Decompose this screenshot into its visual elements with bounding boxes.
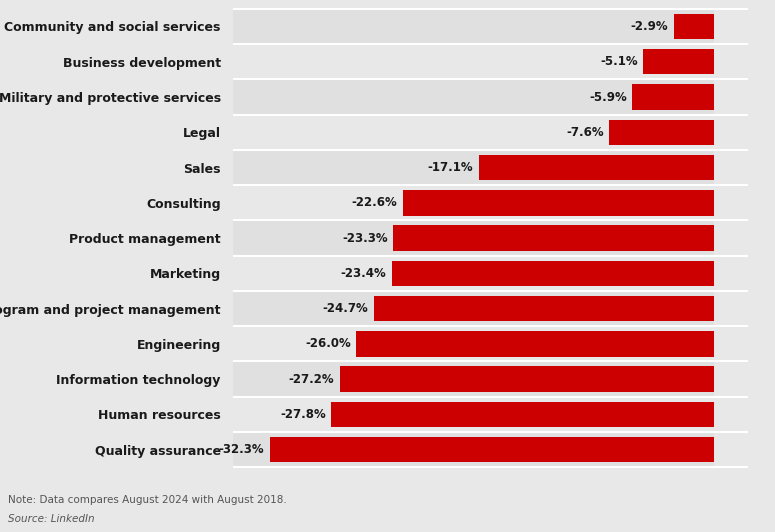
Text: -24.7%: -24.7% [323, 302, 369, 315]
Bar [232, 44, 714, 79]
Bar [374, 296, 714, 321]
Text: -5.1%: -5.1% [601, 55, 638, 68]
Text: -17.1%: -17.1% [427, 161, 473, 174]
Bar [356, 331, 714, 356]
Bar [673, 14, 714, 39]
Bar [232, 397, 714, 432]
Bar [643, 49, 714, 74]
Text: -7.6%: -7.6% [566, 126, 604, 139]
Text: -32.3%: -32.3% [219, 443, 264, 456]
Text: Note: Data compares August 2024 with August 2018.: Note: Data compares August 2024 with Aug… [8, 495, 287, 505]
Bar [232, 79, 714, 114]
Text: -22.6%: -22.6% [352, 196, 398, 209]
Bar [609, 120, 714, 145]
Bar [392, 261, 714, 286]
Bar [339, 367, 714, 392]
Bar [232, 256, 714, 291]
Bar [403, 190, 714, 215]
Text: -23.3%: -23.3% [343, 231, 388, 245]
Text: -27.2%: -27.2% [288, 372, 334, 386]
Text: -27.8%: -27.8% [281, 408, 326, 421]
Bar [270, 437, 714, 462]
Bar [478, 155, 714, 180]
Text: -23.4%: -23.4% [341, 267, 387, 280]
Text: -26.0%: -26.0% [305, 337, 351, 351]
Bar [632, 84, 714, 110]
Text: -5.9%: -5.9% [589, 90, 627, 104]
Text: -2.9%: -2.9% [631, 20, 668, 33]
Bar [232, 9, 714, 44]
Bar [232, 220, 714, 256]
Bar [232, 150, 714, 185]
Bar [332, 402, 714, 427]
Bar [232, 185, 714, 220]
Bar [232, 362, 714, 397]
Bar [232, 291, 714, 326]
Text: Source: LinkedIn: Source: LinkedIn [8, 514, 95, 524]
Bar [393, 226, 714, 251]
Bar [232, 326, 714, 362]
Bar [232, 432, 714, 467]
Bar [232, 114, 714, 150]
